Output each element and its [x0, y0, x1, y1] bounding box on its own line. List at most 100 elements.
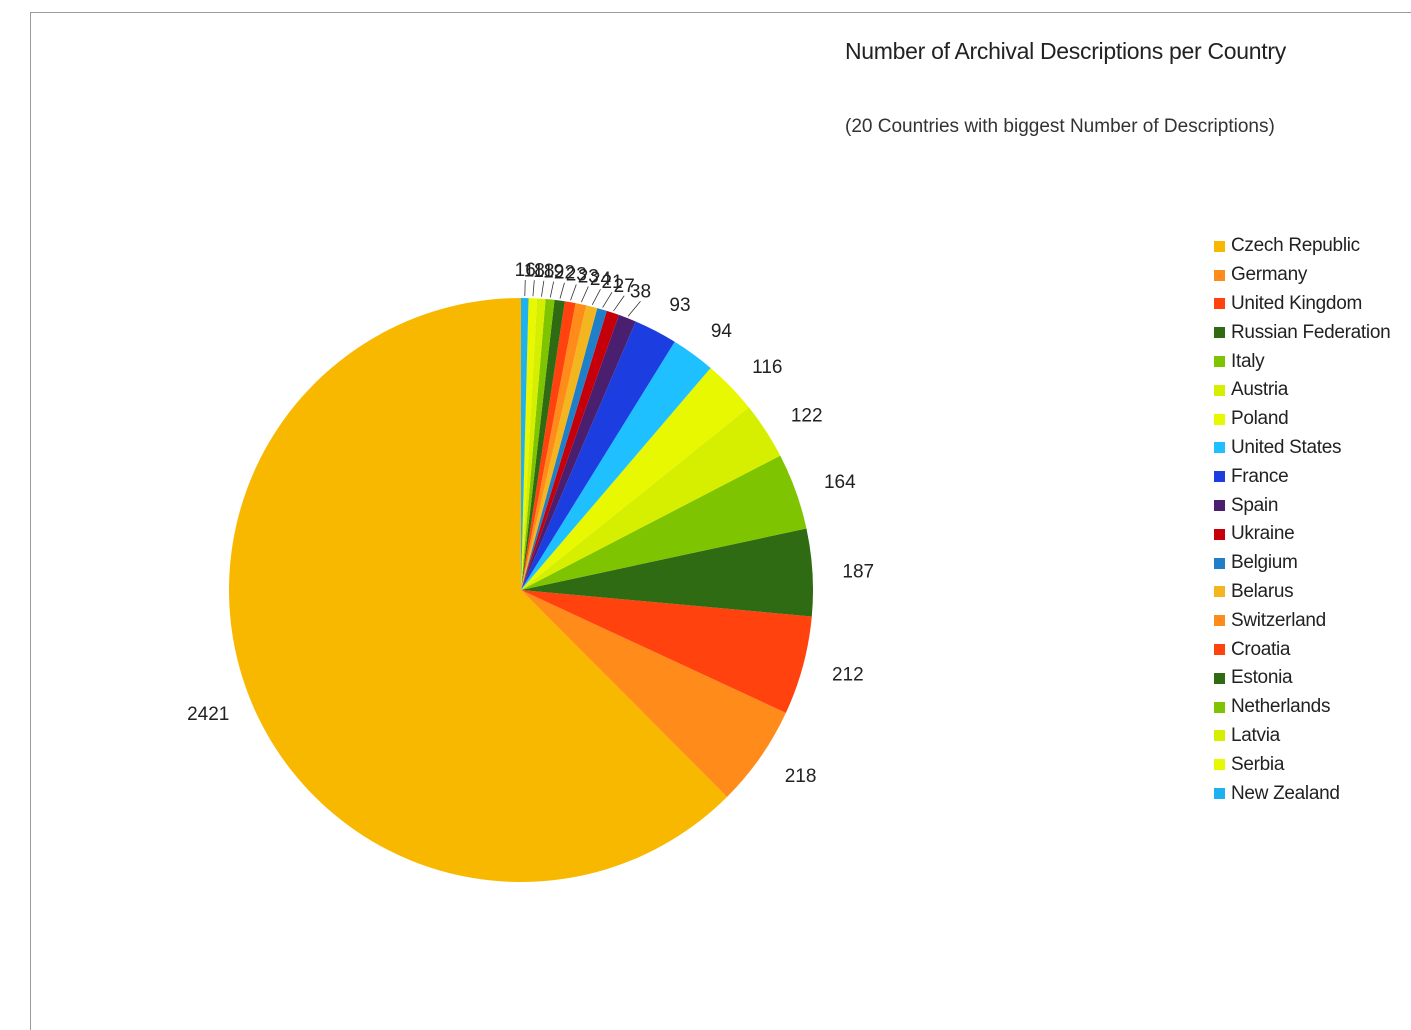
legend-label: Switzerland — [1231, 609, 1326, 631]
slice-labels: 2421 218 212 187 164 122 116 94 93 38272124232322… — [187, 260, 874, 787]
legend-swatch — [1214, 269, 1225, 281]
legend-swatch — [1214, 327, 1225, 339]
legend-label: Italy — [1231, 350, 1265, 372]
legend-item-italy: Italy — [1214, 347, 1390, 376]
legend-swatch — [1214, 528, 1225, 540]
legend-label: Ukraine — [1231, 523, 1295, 545]
legend-swatch — [1214, 356, 1225, 368]
slice-poland — [521, 367, 749, 590]
slice-netherlands — [521, 299, 555, 590]
legend-label: New Zealand — [1231, 782, 1340, 804]
slice-germany — [521, 590, 786, 797]
slice-czech-republic — [229, 298, 727, 882]
slice-latvia — [521, 298, 546, 590]
slice-estonia — [521, 299, 565, 590]
legend-label: Czech Republic — [1231, 235, 1360, 257]
chart-frame — [30, 12, 1411, 1030]
leader-line-spain — [627, 301, 641, 317]
legend-label: United Kingdom — [1231, 292, 1362, 314]
slice-label-croatia: 23 — [566, 264, 587, 285]
legend-item-united-states: United States — [1214, 434, 1390, 463]
legend-swatch — [1214, 701, 1225, 713]
slice-belarus — [521, 305, 598, 590]
legend-swatch — [1214, 442, 1225, 454]
slice-spain — [521, 314, 636, 590]
legend-label: Estonia — [1231, 667, 1293, 689]
leader-line-latvia — [541, 280, 545, 297]
legend-item-switzerland: Switzerland — [1214, 606, 1390, 635]
leader-line-belarus — [591, 289, 601, 305]
slice-label-united-kingdom: 212 — [832, 665, 864, 686]
chart-title: Number of Archival Descriptions per Coun… — [845, 38, 1286, 64]
legend-label: Serbia — [1231, 753, 1285, 775]
legend-swatch — [1214, 240, 1225, 252]
slice-italy — [521, 455, 807, 590]
legend-item-poland: Poland — [1214, 405, 1390, 434]
slice-label-germany: 218 — [785, 766, 817, 787]
legend-swatch — [1214, 298, 1225, 310]
legend-swatch — [1214, 730, 1225, 742]
slice-ukraine — [521, 310, 619, 590]
legend-label: Austria — [1231, 379, 1289, 401]
legend-swatch — [1214, 672, 1225, 684]
legend-label: Spain — [1231, 494, 1279, 516]
slice-label-netherlands: 19 — [543, 262, 564, 283]
slice-austria — [521, 407, 781, 590]
legend-label: Poland — [1231, 408, 1289, 430]
legend-label: United States — [1231, 436, 1342, 458]
slice-serbia — [521, 298, 538, 590]
legend-label: Netherlands — [1231, 696, 1331, 718]
slice-label-new-zealand: 16 — [515, 260, 536, 281]
slice-label-spain: 38 — [630, 281, 651, 302]
leader-line-estonia — [559, 282, 565, 299]
slice-label-czech-republic: 2421 — [187, 704, 229, 725]
slice-label-latvia: 18 — [533, 261, 554, 282]
slice-croatia — [521, 301, 576, 590]
leader-line-ukraine — [613, 295, 625, 312]
legend-swatch — [1214, 586, 1225, 598]
slice-belgium — [521, 308, 607, 590]
legend-swatch — [1214, 788, 1225, 800]
slice-new-zealand — [521, 298, 529, 590]
legend-swatch — [1214, 500, 1225, 512]
legend-item-serbia: Serbia — [1214, 750, 1390, 779]
legend-swatch — [1214, 759, 1225, 771]
legend-item-austria: Austria — [1214, 376, 1390, 405]
slice-label-serbia: 18 — [524, 260, 545, 281]
legend-item-france: France — [1214, 462, 1390, 491]
legend-swatch — [1214, 644, 1225, 656]
legend-label: Latvia — [1231, 724, 1280, 746]
slice-label-switzerland: 23 — [578, 267, 599, 288]
legend-item-belarus: Belarus — [1214, 578, 1390, 607]
slice-russian-federation — [521, 528, 813, 617]
legend-label: France — [1231, 465, 1289, 487]
slice-label-france: 93 — [669, 295, 690, 316]
legend-label: Croatia — [1231, 638, 1291, 660]
legend-item-czech-republic: Czech Republic — [1214, 232, 1390, 261]
leader-line-netherlands — [549, 281, 555, 298]
pie-slices — [229, 298, 813, 882]
legend-item-united-kingdom: United Kingdom — [1214, 290, 1390, 319]
slice-label-united-states: 94 — [711, 321, 733, 342]
legend: Czech Republic Germany United Kingdom Russi… — [1214, 232, 1391, 808]
legend-item-spain: Spain — [1214, 491, 1390, 520]
legend-swatch — [1214, 471, 1225, 483]
leader-line-switzerland — [580, 286, 589, 303]
legend-label: Belgium — [1231, 552, 1298, 574]
slice-france — [521, 321, 675, 590]
legend-label: Germany — [1231, 264, 1308, 286]
legend-item-belgium: Belgium — [1214, 549, 1390, 578]
legend-swatch — [1214, 384, 1225, 396]
leader-line-serbia — [532, 280, 535, 297]
legend-item-estonia: Estonia — [1214, 664, 1390, 693]
legend-item-latvia: Latvia — [1214, 722, 1390, 751]
slice-label-austria: 122 — [791, 405, 823, 426]
slice-label-belarus: 24 — [590, 269, 612, 290]
slice-label-ukraine: 27 — [614, 276, 635, 297]
slice-label-estonia: 22 — [554, 263, 575, 284]
legend-swatch — [1214, 615, 1225, 627]
leader-lines — [524, 280, 641, 317]
leader-line-belgium — [602, 291, 613, 308]
slice-united-kingdom — [521, 590, 812, 713]
